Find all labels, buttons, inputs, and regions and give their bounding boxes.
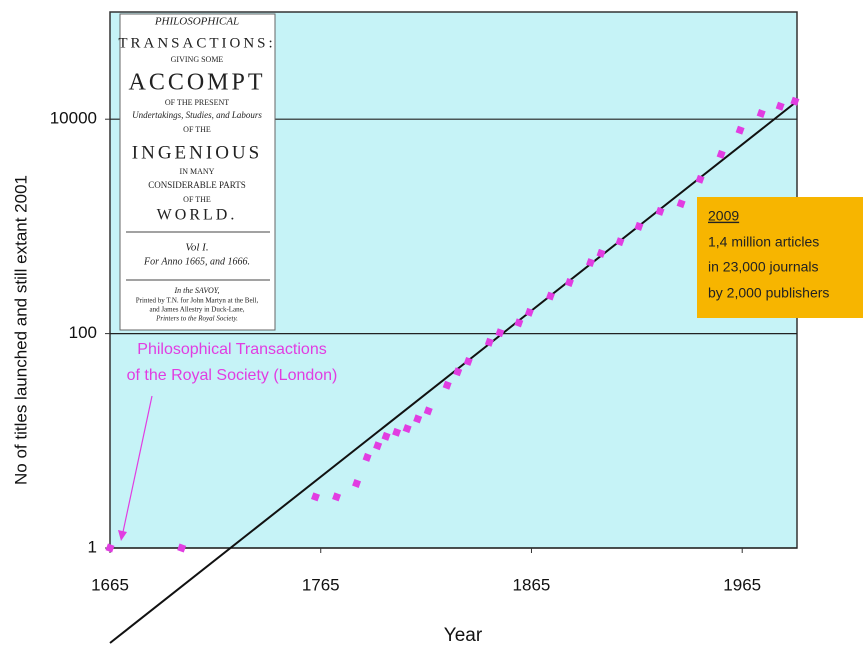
cover-line: PHILOSOPHICAL <box>154 16 239 28</box>
data-point <box>381 431 391 441</box>
cover-line: Printers to the Royal Society. <box>155 315 238 323</box>
cover-image <box>119 13 276 331</box>
data-point <box>310 492 320 502</box>
y-tick-label: 100 <box>69 323 97 342</box>
cover-line: and James Allestry in Duck-Lane, <box>149 306 244 314</box>
y-tick-label: 10000 <box>50 109 97 128</box>
data-point <box>413 414 423 424</box>
annotation: of the Royal Society (London) <box>127 367 338 384</box>
data-point <box>790 96 800 106</box>
x-tick-label: 1965 <box>723 575 761 594</box>
cover-text: PHILOSOPHICAL TRANSACTIONS: GIVING SOME ACC… <box>118 16 275 323</box>
data-point <box>392 427 402 437</box>
cover-line: Printed by T.N. for John Martyn at the B… <box>136 297 259 305</box>
data-point <box>756 109 766 118</box>
info-box-text: 1,4 million articles <box>708 234 819 250</box>
data-point <box>655 206 665 216</box>
cover-line: In the SAVOY, <box>173 286 219 295</box>
info-box-year: 2009 <box>708 208 739 224</box>
data-point <box>585 258 595 268</box>
data-point <box>373 441 383 451</box>
data-point <box>352 478 362 488</box>
x-axis-label: Year <box>444 625 483 646</box>
data-point <box>634 221 644 231</box>
cover-line: GIVING SOME <box>171 55 224 64</box>
cover-line: OF THE <box>183 125 211 134</box>
cover-line: ACCOMPT <box>128 70 265 96</box>
data-point <box>564 277 574 287</box>
cover-line: For Anno 1665, and 1666. <box>143 256 250 267</box>
data-point <box>442 380 452 390</box>
cover-line: Undertakings, Studies, and Labours <box>132 110 262 120</box>
info-box <box>697 197 863 318</box>
info-box-text: in 23,000 journals <box>708 259 819 275</box>
cover-line: IN MANY <box>180 167 215 176</box>
trend-line <box>109 100 798 644</box>
cover-line: OF THE PRESENT <box>165 98 229 107</box>
annotation-arrowhead <box>118 530 127 541</box>
annotation-arrow <box>122 395 153 533</box>
data-point <box>177 543 187 553</box>
cover-line: CONSIDERABLE PARTS <box>148 180 245 190</box>
cover-line: TRANSACTIONS: <box>118 35 275 51</box>
data-point <box>775 101 785 111</box>
data-point <box>484 337 494 347</box>
data-point <box>402 424 412 434</box>
x-tick-label: 1865 <box>513 575 551 594</box>
data-point <box>453 367 463 377</box>
data-point <box>495 328 505 338</box>
data-point <box>676 199 686 209</box>
cover-line: WORLD. <box>157 207 238 224</box>
data-point <box>332 492 342 502</box>
info-box-text: by 2,000 publishers <box>708 285 829 301</box>
data-point <box>735 125 745 135</box>
data-point <box>105 543 115 553</box>
cover-line: OF THE <box>183 195 211 204</box>
x-tick-label: 1765 <box>302 575 340 594</box>
y-axis-label: No of titles launched and still extant 2… <box>11 175 30 485</box>
x-tick-label: 1665 <box>91 575 129 594</box>
data-point <box>596 248 606 258</box>
data-point <box>514 318 524 328</box>
data-point <box>716 149 726 159</box>
cover-line: Vol I. <box>185 242 208 254</box>
y-tick-label: 1 <box>88 537 97 556</box>
cover-line: INGENIOUS <box>132 142 262 163</box>
data-point <box>615 237 625 247</box>
data-point <box>463 356 473 366</box>
data-point <box>423 406 433 416</box>
data-point <box>524 307 534 317</box>
data-point <box>362 452 372 462</box>
annotation: Philosophical Transactions <box>137 341 326 358</box>
data-point <box>695 174 705 184</box>
data-point <box>545 291 555 301</box>
